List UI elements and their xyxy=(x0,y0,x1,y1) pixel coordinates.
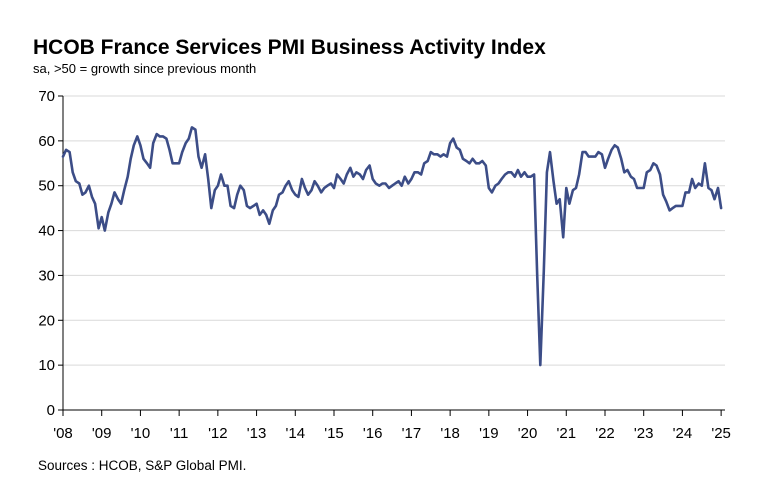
y-tick-label: 0 xyxy=(47,402,55,419)
x-tick-label: '15 xyxy=(324,425,344,442)
x-tick-label: '21 xyxy=(556,425,576,442)
x-axis: '08 '09 '10 '11 '12 '13 '14 '15 '16 '17 '18 '19 '20 '… xyxy=(53,409,731,442)
x-tick-label: '23 xyxy=(634,425,654,442)
x-tick-label: '16 xyxy=(363,425,383,442)
x-tick-label: '17 xyxy=(402,425,422,442)
source-note: Sources : HCOB, S&P Global PMI. xyxy=(38,458,247,473)
y-tick-label: 40 xyxy=(38,223,55,240)
x-tick-label: '11 xyxy=(170,425,188,442)
x-tick-label: '22 xyxy=(595,425,615,442)
series-line xyxy=(61,126,723,367)
x-tick-label: '09 xyxy=(92,425,112,442)
x-tick-label: '13 xyxy=(247,425,267,442)
x-tick-label: '14 xyxy=(285,425,305,442)
gridlines xyxy=(63,95,725,366)
x-tick-label: '20 xyxy=(518,425,538,442)
x-tick-label: '10 xyxy=(131,425,151,442)
x-tick-label: '18 xyxy=(440,425,460,442)
x-tick-label: '25 xyxy=(711,425,731,442)
x-tick-label: '24 xyxy=(673,425,693,442)
x-tick-label: '08 xyxy=(53,425,73,442)
y-tick-label: 10 xyxy=(38,357,55,374)
y-tick-label: 60 xyxy=(38,133,55,150)
chart-subtitle: sa, >50 = growth since previous month xyxy=(33,61,257,76)
y-axis: 0 10 20 30 40 50 60 70 xyxy=(38,88,64,419)
series-layer xyxy=(61,126,723,367)
y-tick-label: 70 xyxy=(38,88,55,105)
chart-title: HCOB France Services PMI Business Activi… xyxy=(33,36,546,59)
y-tick-label: 30 xyxy=(38,267,55,284)
y-tick-label: 50 xyxy=(38,178,55,195)
x-tick-label: '19 xyxy=(479,425,499,442)
y-tick-label: 20 xyxy=(38,312,55,329)
x-tick-label: '12 xyxy=(208,425,228,442)
